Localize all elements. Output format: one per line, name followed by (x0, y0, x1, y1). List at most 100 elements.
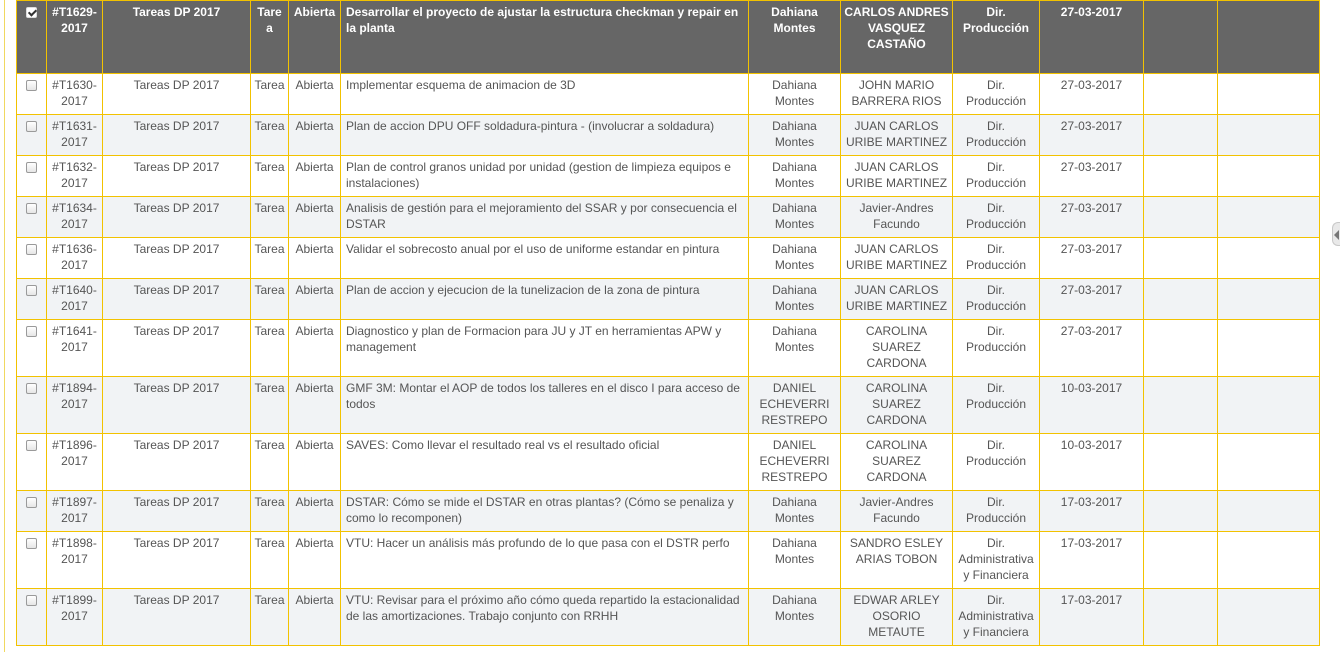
task-responsible-cell: JUAN CARLOS URIBE MARTINEZ (840, 237, 953, 279)
table-row[interactable]: #T1629-2017 Tareas DP 2017 Tarea Abierta Des… (16, 0, 1320, 74)
row-select-checkbox[interactable] (26, 244, 37, 255)
row-select-cell[interactable] (16, 0, 47, 74)
table-row[interactable]: #T1894-2017 Tareas DP 2017 Tarea Abierta GMF… (16, 376, 1320, 434)
task-extra-cell-2 (1217, 237, 1320, 279)
task-area-cell: Dir. Producción (952, 319, 1040, 377)
task-id-cell: #T1629-2017 (46, 0, 103, 74)
task-group-cell: Tareas DP 2017 (102, 278, 251, 320)
task-group-cell: Tareas DP 2017 (102, 433, 251, 491)
task-creator-cell: Dahiana Montes (748, 278, 841, 320)
task-group-cell: Tareas DP 2017 (102, 376, 251, 434)
row-select-checkbox[interactable] (26, 538, 37, 549)
row-select-cell[interactable] (16, 376, 47, 434)
task-area-cell: Dir. Producción (952, 490, 1040, 532)
task-description-cell: Desarrollar el proyecto de ajustar la es… (340, 0, 749, 74)
task-area-cell: Dir. Producción (952, 433, 1040, 491)
table-row[interactable]: #T1632-2017 Tareas DP 2017 Tarea Abierta Pla… (16, 155, 1320, 197)
task-status-cell: Abierta (288, 588, 341, 646)
task-status-cell: Abierta (288, 278, 341, 320)
task-id-cell: #T1632-2017 (46, 155, 103, 197)
task-status-cell: Abierta (288, 490, 341, 532)
task-group-cell: Tareas DP 2017 (102, 490, 251, 532)
row-select-cell[interactable] (16, 237, 47, 279)
task-group-cell: Tareas DP 2017 (102, 319, 251, 377)
table-row[interactable]: #T1631-2017 Tareas DP 2017 Tarea Abierta Pla… (16, 114, 1320, 156)
row-select-cell[interactable] (16, 433, 47, 491)
task-group-cell: Tareas DP 2017 (102, 0, 251, 74)
row-select-checkbox[interactable] (26, 595, 37, 606)
row-select-checkbox[interactable] (26, 326, 37, 337)
task-date-cell: 27-03-2017 (1039, 73, 1144, 115)
table-row[interactable]: #T1641-2017 Tareas DP 2017 Tarea Abierta Dia… (16, 319, 1320, 377)
row-select-cell[interactable] (16, 73, 47, 115)
table-row[interactable]: #T1630-2017 Tareas DP 2017 Tarea Abierta Imp… (16, 73, 1320, 115)
row-select-checkbox[interactable] (26, 162, 37, 173)
task-type-cell: Tarea (250, 114, 289, 156)
task-id-cell: #T1634-2017 (46, 196, 103, 238)
task-date-cell: 27-03-2017 (1039, 196, 1144, 238)
row-select-checkbox[interactable] (26, 497, 37, 508)
task-creator-cell: Dahiana Montes (748, 114, 841, 156)
row-select-checkbox[interactable] (26, 285, 37, 296)
task-date-cell: 17-03-2017 (1039, 588, 1144, 646)
task-extra-cell-1 (1143, 376, 1218, 434)
task-creator-cell: Dahiana Montes (748, 155, 841, 197)
task-extra-cell-2 (1217, 490, 1320, 532)
task-creator-cell: DANIEL ECHEVERRI RESTREPO (748, 433, 841, 491)
row-select-cell[interactable] (16, 588, 47, 646)
task-description-cell: GMF 3M: Montar el AOP de todos los talle… (340, 376, 749, 434)
task-creator-cell: Dahiana Montes (748, 0, 841, 74)
task-type-cell: Tarea (250, 376, 289, 434)
task-id-cell: #T1899-2017 (46, 588, 103, 646)
task-responsible-cell: EDWAR ARLEY OSORIO METAUTE (840, 588, 953, 646)
task-description-cell: Plan de accion DPU OFF soldadura-pintura… (340, 114, 749, 156)
task-extra-cell-2 (1217, 73, 1320, 115)
tasks-table: #T1629-2017 Tareas DP 2017 Tarea Abierta Des… (16, 0, 1320, 646)
task-extra-cell-1 (1143, 114, 1218, 156)
row-select-cell[interactable] (16, 155, 47, 197)
task-group-cell: Tareas DP 2017 (102, 237, 251, 279)
task-extra-cell-2 (1217, 588, 1320, 646)
task-extra-cell-1 (1143, 73, 1218, 115)
row-select-checkbox[interactable] (26, 121, 37, 132)
task-group-cell: Tareas DP 2017 (102, 155, 251, 197)
task-responsible-cell: CAROLINA SUAREZ CARDONA (840, 319, 953, 377)
task-extra-cell-1 (1143, 0, 1218, 74)
task-group-cell: Tareas DP 2017 (102, 588, 251, 646)
task-responsible-cell: JUAN CARLOS URIBE MARTINEZ (840, 114, 953, 156)
row-select-cell[interactable] (16, 196, 47, 238)
table-row[interactable]: #T1640-2017 Tareas DP 2017 Tarea Abierta Pla… (16, 278, 1320, 320)
side-panel-toggle-handle[interactable] (1332, 222, 1340, 246)
row-select-checkbox[interactable] (26, 203, 37, 214)
table-row[interactable]: #T1899-2017 Tareas DP 2017 Tarea Abierta VTU… (16, 588, 1320, 646)
task-status-cell: Abierta (288, 155, 341, 197)
table-row[interactable]: #T1896-2017 Tareas DP 2017 Tarea Abierta SAV… (16, 433, 1320, 491)
task-area-cell: Dir. Producción (952, 155, 1040, 197)
task-status-cell: Abierta (288, 433, 341, 491)
task-extra-cell-1 (1143, 278, 1218, 320)
row-select-checkbox[interactable] (26, 7, 37, 18)
row-select-cell[interactable] (16, 278, 47, 320)
row-select-checkbox[interactable] (26, 80, 37, 91)
row-select-cell[interactable] (16, 531, 47, 589)
row-select-cell[interactable] (16, 490, 47, 532)
table-row[interactable]: #T1634-2017 Tareas DP 2017 Tarea Abierta Ana… (16, 196, 1320, 238)
task-type-cell: Tarea (250, 155, 289, 197)
row-select-checkbox[interactable] (26, 383, 37, 394)
table-row[interactable]: #T1636-2017 Tareas DP 2017 Tarea Abierta Val… (16, 237, 1320, 279)
task-extra-cell-1 (1143, 319, 1218, 377)
table-row[interactable]: #T1897-2017 Tareas DP 2017 Tarea Abierta DST… (16, 490, 1320, 532)
task-id-cell: #T1636-2017 (46, 237, 103, 279)
row-select-cell[interactable] (16, 319, 47, 377)
task-creator-cell: Dahiana Montes (748, 196, 841, 238)
task-group-cell: Tareas DP 2017 (102, 73, 251, 115)
table-row[interactable]: #T1898-2017 Tareas DP 2017 Tarea Abierta VTU… (16, 531, 1320, 589)
row-select-cell[interactable] (16, 114, 47, 156)
task-responsible-cell: Javier-Andres Facundo (840, 196, 953, 238)
task-extra-cell-2 (1217, 376, 1320, 434)
task-date-cell: 17-03-2017 (1039, 531, 1144, 589)
task-status-cell: Abierta (288, 73, 341, 115)
row-select-checkbox[interactable] (26, 440, 37, 451)
task-creator-cell: Dahiana Montes (748, 319, 841, 377)
task-creator-cell: Dahiana Montes (748, 531, 841, 589)
